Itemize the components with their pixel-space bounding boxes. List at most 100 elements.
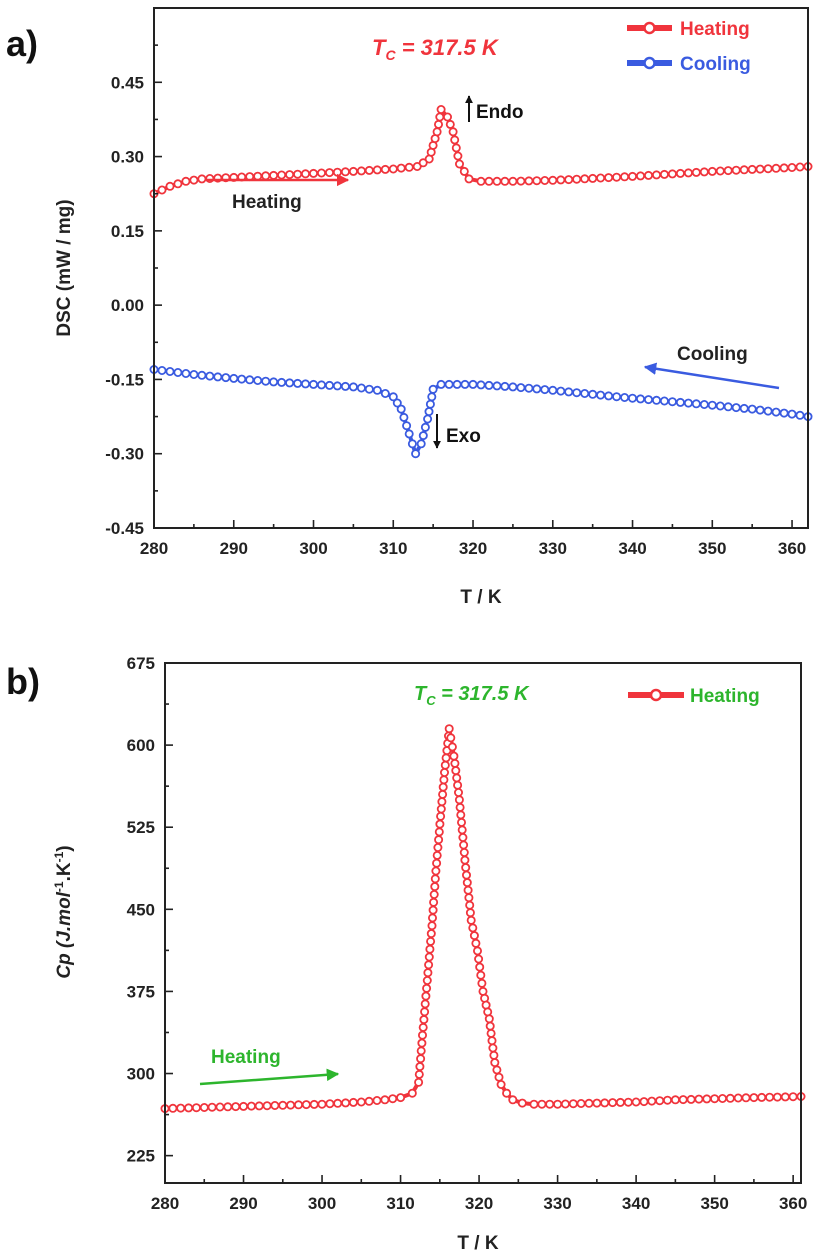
cooling-direction-label: Cooling [677,344,748,365]
panel-a-cooling-marker [699,399,709,409]
panel-b-y-tick-label: 300 [127,1065,155,1084]
panel-b-heating-marker [702,1094,712,1104]
panel-a-y-tick-label: 0.45 [111,73,144,92]
panel-b-heating-marker [415,1062,425,1072]
panel-b-heating-marker [422,983,432,993]
panel-b-heating-marker [414,1069,424,1079]
panel-a-cooling-marker [423,414,433,424]
panel-b-heating-marker [438,789,448,799]
panel-b-heating-marker [452,773,462,783]
panel-b-heating-marker [490,1058,500,1068]
panel-b-heating-marker [741,1093,751,1103]
panel-a-heating-marker [691,167,701,177]
panel-b-heating-marker [469,931,479,941]
panel-a-heating-marker [588,173,598,183]
panel-b-heating-marker [341,1098,351,1108]
legend-heating-marker [643,21,656,35]
panel-a-x-tick-label: 320 [459,539,487,558]
panel-a-heating-marker [612,172,622,182]
panel-b-x-tick-label: 350 [700,1194,728,1213]
panel-a-cooling-marker [348,382,358,392]
panel-a-x-axis-title: T / K [460,587,501,608]
panel-a-cooling-marker [516,383,526,393]
panel-b-heating-marker [670,1095,680,1105]
panel-b-heating-marker [592,1098,602,1108]
panel-b-x-tick-label: 330 [543,1194,571,1213]
panel-b-heating-marker [451,766,461,776]
panel-a-cooling-marker [316,380,326,390]
panel-a-heating-marker [269,170,279,180]
panel-b-heating-marker [560,1099,570,1109]
panel-a-heating-marker [324,168,334,178]
legend-b-heating-marker [649,688,663,702]
panel-a-y-tick-label: -0.15 [105,370,144,389]
panel-b-heating-marker [434,835,444,845]
panel-b-heating-marker [436,811,446,821]
panel-b-heating-marker [450,758,460,768]
panel-a-heating-marker [707,166,717,176]
panel-a-cooling-marker [425,399,435,409]
panel-b-heating-marker [584,1098,594,1108]
panel-a-x-tick-label: 340 [618,539,646,558]
panel-a-y-tick-label: -0.45 [105,519,144,538]
panel-b-heating-marker [545,1099,555,1109]
panel-a-heating-marker [652,170,662,180]
panel-b-y-tick-label: 225 [127,1147,155,1166]
panel-b-heating-marker [477,978,487,988]
panel-a-cooling-marker [723,402,733,412]
panel-b-heating-marker [757,1092,767,1102]
panel-a-heating-marker [316,168,326,178]
panel-b-y-tick-label: 375 [127,982,155,1001]
panel-b-heating-marker [487,1036,497,1046]
panel-a-cooling-marker [396,404,406,414]
panel-b-heating-marker [441,753,451,763]
panel-b-heating-marker [238,1101,248,1111]
panel-a-heating-marker [556,175,566,185]
panel-a-heating-marker [189,175,199,185]
panel-b-heating-marker [333,1098,343,1108]
panel-a-tc-annotation: TC = 317.5 K [372,35,500,63]
panel-b-heating-marker [492,1065,502,1075]
panel-b-heating-marker [417,1038,427,1048]
panel-a-heating-marker [564,175,574,185]
panel-a-heating-marker [181,176,191,186]
panel-b-heating-marker [184,1103,194,1113]
panel-a-heating-marker [300,169,310,179]
panel-a-cooling-marker [411,449,421,459]
panel-a-cooling-marker [308,379,318,389]
panel-b-heating-marker [440,760,450,770]
panel-b-x-tick-label: 310 [386,1194,414,1213]
panel-b-heating-marker [191,1103,201,1113]
panel-a-cooling-marker [402,421,412,431]
panel-b-y-axis-title: Cp (J.mol-1.K-1) [52,845,75,978]
panel-b-heating-marker [718,1094,728,1104]
panel-b-heating-marker [418,1022,428,1032]
panel-a-x-tick-label: 290 [220,539,248,558]
panel-b-heating-marker [484,1014,494,1024]
panel-a-cooling-marker [245,375,255,385]
panel-b-heating-marker [463,885,473,895]
panel-a-heating-marker [451,143,461,153]
panel-a-cooling-marker [588,389,598,399]
panel-b-heating-marker [465,900,475,910]
panel-a-y-tick-label: 0.00 [111,296,144,315]
panel-b-heating-marker [348,1097,358,1107]
panel-a-cooling-marker [596,390,606,400]
panel-a-cooling-marker [755,405,765,415]
panel-b-heating-marker [426,929,436,939]
panel-b-heating-marker [615,1097,625,1107]
panel-a-heating-marker [644,170,654,180]
panel-a-cooling-marker [691,399,701,409]
panel-b-heating-marker [429,890,439,900]
panel-a-cooling-marker [340,381,350,391]
panel-b-heating-marker [419,1015,429,1025]
panel-a-x-tick-label: 280 [140,539,168,558]
panel-a-heating-marker [396,163,406,173]
panel-a-chart: a) 280 290 300 310 320 330 340 350 360 -0.45 -0.3… [6,7,813,608]
panel-b-y-tick-label: 450 [127,900,155,919]
panel-b-heating-marker [434,827,444,837]
panel-a-heating-marker [285,170,295,180]
panel-b-heating-marker [576,1099,586,1109]
panel-a-cooling-marker [795,410,805,420]
panel-b-heating-marker [471,938,481,948]
